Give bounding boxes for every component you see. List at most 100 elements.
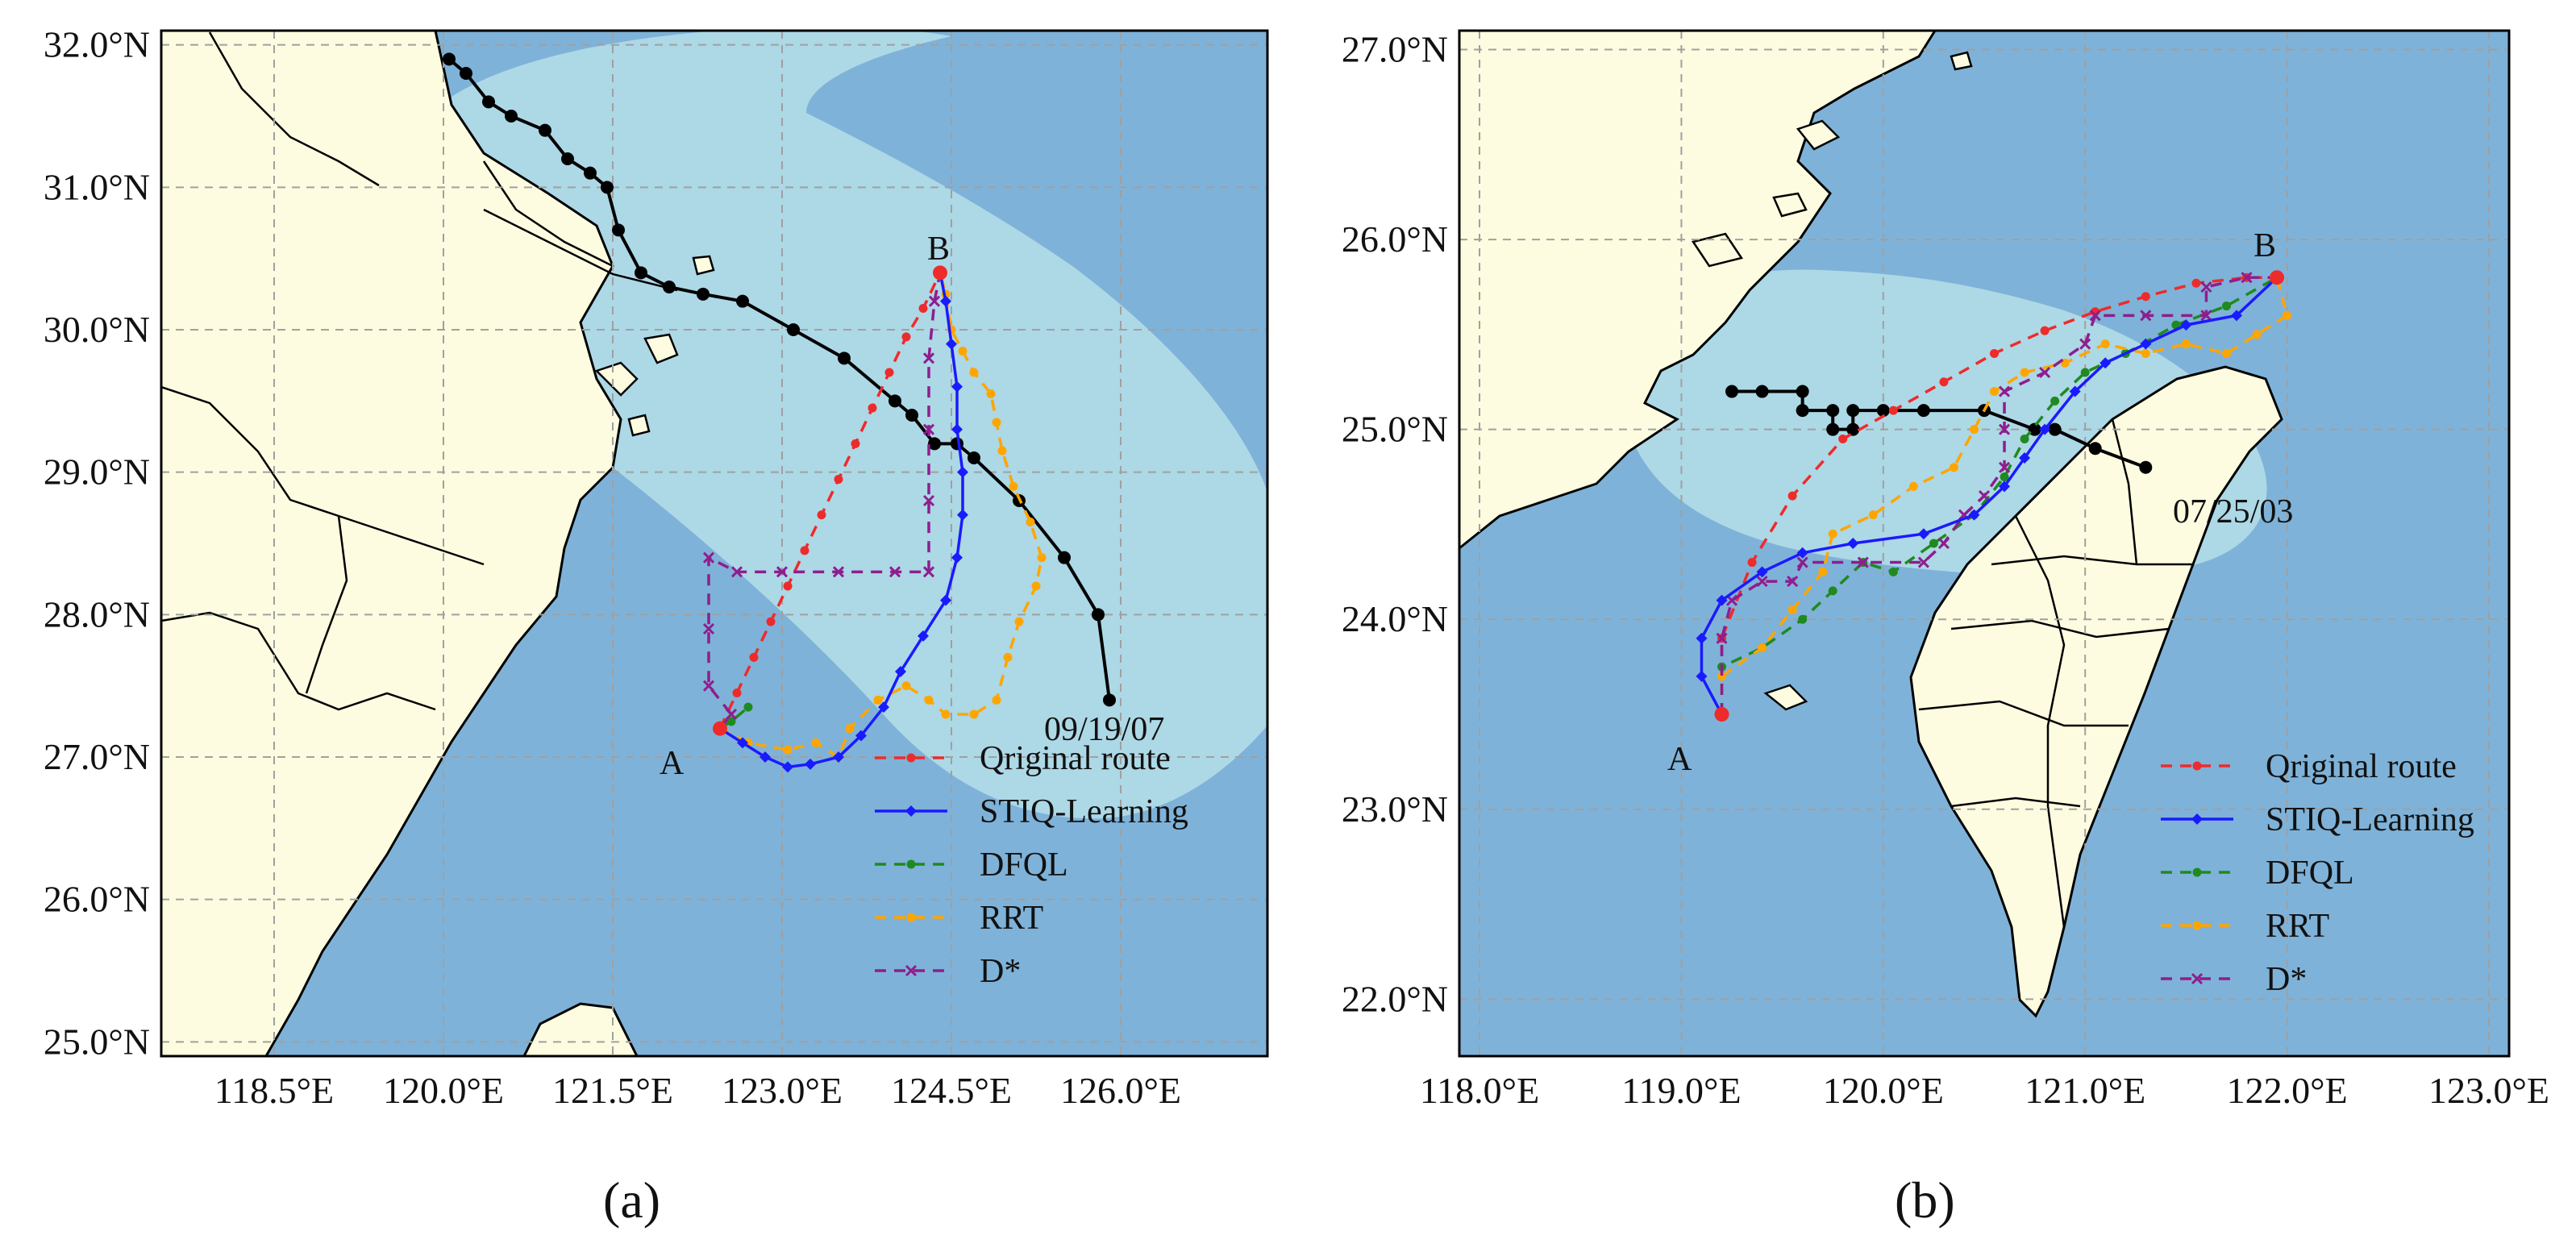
route-dstar-point: [2200, 310, 2212, 322]
route-rrt-point: [1758, 643, 1767, 653]
route-dfql-point: [2221, 302, 2231, 311]
legend-marker-dfql: [2192, 867, 2202, 877]
end-point-label: B: [2253, 227, 2276, 264]
route-rrt-point: [811, 738, 821, 747]
y-tick-label: 25.0°N: [1342, 409, 1448, 450]
legend-label-rrt: RRT: [2266, 908, 2329, 945]
typhoon-track-point: [1846, 404, 1860, 418]
map-frame: [160, 29, 1269, 1058]
route-original-point: [766, 617, 776, 626]
legend-label-dstar: D*: [2266, 961, 2307, 998]
route-rrt-point: [1990, 387, 2000, 397]
route-rrt-point: [969, 368, 979, 377]
typhoon-track-point: [2028, 422, 2041, 436]
typhoon-track-point: [601, 181, 614, 194]
route-dfql-point: [1798, 614, 1808, 624]
route-rrt-point: [941, 709, 951, 719]
typhoon-track-point: [1103, 693, 1116, 707]
route-stiq-point: [957, 509, 968, 521]
route-rrt-point: [2141, 348, 2150, 358]
route-rrt-point: [969, 709, 979, 719]
route-rrt-point: [2181, 339, 2191, 349]
x-tick-labels: 118.5°E 120.0°E 121.5°E 123.0°E 124.5°E 126.0…: [214, 1070, 1181, 1111]
typhoon-track-point: [2088, 442, 2102, 456]
route-stiq-point: [2230, 310, 2242, 322]
route-stiq-point: [1796, 547, 1808, 559]
route-rrt-point: [783, 745, 793, 755]
route-dstar-point: [702, 551, 715, 564]
route-stiq-point: [951, 551, 963, 564]
x-tick-label: 122.0°E: [2227, 1070, 2348, 1111]
route-original-point: [1888, 406, 1898, 415]
route-original-point: [732, 688, 742, 697]
map-frame: [1458, 29, 2511, 1058]
route-stiq-point: [940, 295, 951, 307]
panel-caption: (a): [603, 1171, 660, 1229]
y-tick-label: 27.0°N: [44, 736, 150, 777]
x-tick-label: 118.5°E: [214, 1070, 334, 1111]
x-tick-labels: 118.0°E 119.0°E 120.0°E 121.0°E 122.0°E 123.0…: [1420, 1070, 2549, 1111]
start-point: [1714, 707, 1729, 722]
route-dstar-point: [888, 566, 901, 578]
route-dstar-point: [702, 622, 715, 635]
route-stiq-point: [2100, 357, 2112, 369]
typhoon-track-point: [539, 123, 551, 137]
legend-label-dstar: D*: [980, 953, 1021, 990]
legend-marker-dstar: [905, 964, 918, 977]
route-stiq-point: [940, 594, 951, 606]
route-stiq-point: [2039, 423, 2051, 435]
route-original-point: [834, 475, 843, 484]
start-point: [713, 721, 727, 736]
typhoon-track-point: [1826, 404, 1840, 418]
route-rrt-point: [1828, 529, 1837, 539]
legend-marker-original: [906, 753, 916, 763]
legend-label-dfql: DFQL: [2266, 855, 2354, 892]
route-rrt-point: [1908, 481, 1918, 491]
map-panel-b: 118.0°E 119.0°E 120.0°E 121.0°E 122.0°E 123.0…: [1342, 29, 2549, 1229]
route-rrt-point: [1949, 463, 1958, 472]
route-rrt-point: [1009, 481, 1018, 491]
typhoon-track-point: [1755, 385, 1769, 398]
y-tick-label: 32.0°N: [44, 24, 150, 65]
penghu-islands: [1763, 684, 1808, 711]
y-tick-label: 26.0°N: [44, 879, 150, 920]
route-rrt-point: [845, 724, 855, 734]
route-dfql-point: [2020, 434, 2029, 443]
route-stiq-point: [1847, 538, 1859, 549]
y-tick-label: 26.0°N: [1342, 218, 1448, 260]
route-dfql-point: [2000, 472, 2009, 482]
y-tick-label: 24.0°N: [1342, 598, 1448, 639]
route-stiq-point: [895, 666, 906, 677]
route-stiq-point: [957, 466, 968, 478]
route-original-point: [851, 439, 860, 448]
taiwan-county-boundaries: [1918, 418, 2193, 928]
route-dstar-point: [1998, 423, 2011, 435]
typhoon-track-point: [612, 223, 625, 237]
route-dstar-point: [1998, 385, 2011, 397]
x-tick-label: 123.0°E: [722, 1070, 843, 1111]
y-tick-label: 28.0°N: [44, 593, 150, 634]
legend-marker-dstar: [2191, 972, 2204, 985]
panel-caption: (b): [1895, 1171, 1955, 1229]
legend-label-original: Qriginal route: [980, 740, 1171, 777]
legend-label-dfql: DFQL: [980, 847, 1068, 884]
route-rrt-point: [924, 695, 934, 705]
legend-label-original: Qriginal route: [2266, 748, 2457, 785]
x-tick-label: 120.0°E: [383, 1070, 504, 1111]
route-dstar-point: [2039, 366, 2051, 379]
typhoon-track-point: [460, 67, 472, 80]
island-group-zhoushan: [594, 255, 715, 437]
route-dstar-point: [922, 566, 935, 578]
y-tick-label: 31.0°N: [44, 166, 150, 207]
map-panel-a: 118.5°E 120.0°E 121.5°E 123.0°E 124.5°E 126.0…: [44, 24, 1269, 1229]
route-rrt-point: [1014, 617, 1024, 626]
route-original-point: [901, 332, 911, 342]
typhoon-track-point: [1058, 551, 1071, 564]
route-dfql-point: [1929, 539, 1938, 548]
legend-marker-stiq: [2191, 813, 2203, 825]
route-original-point: [800, 546, 809, 555]
route-dstar-point: [2079, 338, 2091, 350]
route-rrt-point: [2283, 310, 2292, 320]
legend: Qriginal route STIQ-Learning DFQL RRT D*: [875, 740, 1188, 990]
